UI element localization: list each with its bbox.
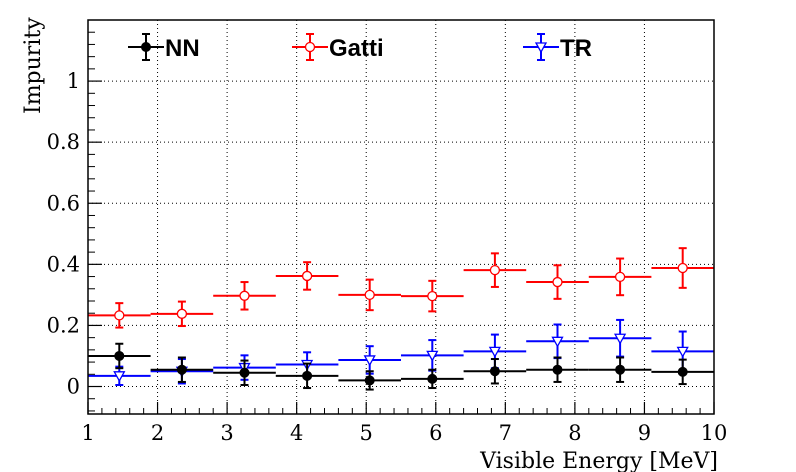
y-tick-label: 0.4: [47, 252, 80, 276]
data-point: [551, 336, 564, 348]
x-axis-title: Visible Energy [MeV]: [479, 449, 718, 472]
x-tick-label: 9: [638, 421, 651, 445]
x-tick-label: 6: [429, 421, 442, 445]
data-point: [489, 366, 500, 377]
data-point: [613, 333, 627, 345]
legend-label: Gatti: [329, 35, 384, 62]
data-point: [427, 373, 438, 384]
data-point: [363, 355, 376, 367]
y-tick-label: 0.8: [47, 130, 80, 154]
data-point: [301, 270, 313, 282]
y-axis-title: Impurity: [21, 17, 46, 114]
grid: [88, 20, 714, 414]
y-tick-label: 0.2: [47, 313, 80, 337]
y-tick-label: 0.6: [47, 191, 80, 215]
legend-entry-tr: TR: [523, 33, 592, 62]
y-tick-label: 1: [67, 69, 80, 93]
legend-label: NN: [165, 35, 200, 62]
data-point: [114, 350, 125, 361]
legend-entry-gatti: Gatti: [292, 33, 384, 62]
data-point: [677, 366, 688, 377]
data-point: [615, 364, 626, 375]
data-point: [239, 290, 250, 301]
legend-label: TR: [560, 35, 592, 62]
data-point: [677, 262, 688, 274]
legend-marker: [304, 41, 316, 53]
data-point: [302, 370, 313, 381]
x-tick-label: 2: [151, 421, 164, 445]
data-point: [488, 346, 502, 358]
x-tick-label: 3: [220, 421, 233, 445]
data-point: [364, 289, 375, 301]
plot-frame: [87, 19, 715, 415]
legend-marker: [141, 42, 151, 52]
data-point: [676, 346, 689, 358]
series-tr: [88, 318, 714, 386]
legend-entry-nn: NN: [128, 33, 200, 62]
data-point: [489, 264, 501, 276]
x-tick-label: 1: [81, 421, 94, 445]
data-point: [176, 364, 187, 375]
series-layer: [88, 247, 714, 391]
series-gatti: [88, 247, 714, 329]
x-tick-label: 10: [701, 421, 728, 445]
data-point: [552, 364, 563, 375]
series-nn: [88, 342, 714, 391]
data-point: [113, 371, 126, 383]
data-point: [114, 310, 125, 321]
x-tick-label: 5: [360, 421, 373, 445]
data-point: [614, 271, 626, 283]
data-point: [427, 290, 438, 302]
tick-labels: 1 2 3 4 5 6 7 8 9 10 0 0.2 0.4 0.6 0.8 1: [47, 69, 728, 445]
ticks: [87, 31, 715, 414]
data-point: [364, 375, 375, 386]
data-point: [239, 367, 250, 378]
legend-marker: [534, 42, 548, 54]
x-tick-label: 7: [499, 421, 512, 445]
x-tick-label: 8: [568, 421, 581, 445]
data-point: [552, 276, 563, 288]
legend: NN Gatti TR: [128, 33, 592, 62]
data-point: [176, 308, 188, 319]
data-point: [426, 350, 439, 362]
x-tick-label: 4: [290, 421, 303, 445]
y-tick-label: 0: [67, 375, 80, 399]
